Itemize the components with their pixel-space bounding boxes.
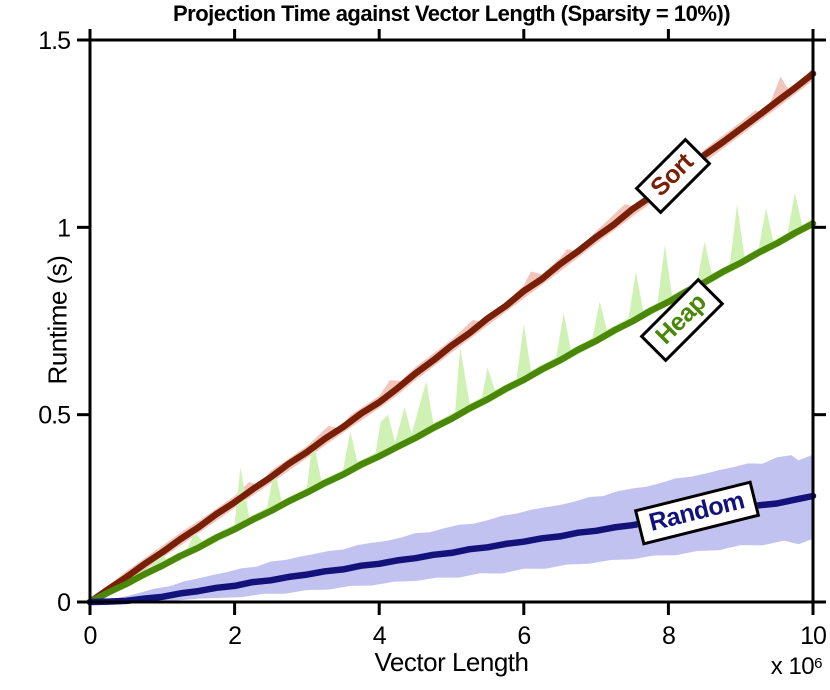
y-tick-label: 1.5 (38, 27, 70, 55)
x-tick-label: 10 (800, 622, 826, 650)
y-tick-label: 1 (57, 214, 70, 242)
x-axis-multiplier-base: x 10 (770, 653, 815, 680)
y-axis-label: Runtime (s) (42, 255, 73, 385)
x-tick-label: 6 (517, 622, 530, 650)
tick-labels: 0 2 4 6 8 10 0 0.5 1 1.5 (38, 27, 827, 650)
axes-box (77, 29, 826, 615)
x-tick-label: 4 (373, 622, 387, 650)
x-tick-label: 8 (662, 622, 675, 650)
plot-border (88, 38, 815, 604)
x-tick-label: 0 (84, 622, 97, 650)
heap-band (90, 192, 813, 602)
chart-title: Projection Time against Vector Length (S… (172, 1, 731, 26)
x-axis-label: Vector Length (374, 647, 529, 677)
y-tick-label: 0 (57, 589, 70, 617)
x-tick-label: 2 (228, 622, 241, 650)
x-axis-multiplier: x 106 (770, 653, 823, 681)
x-axis-multiplier-exponent: 6 (814, 655, 822, 672)
y-tick-label: 0.5 (38, 402, 70, 430)
random-band (90, 454, 813, 602)
